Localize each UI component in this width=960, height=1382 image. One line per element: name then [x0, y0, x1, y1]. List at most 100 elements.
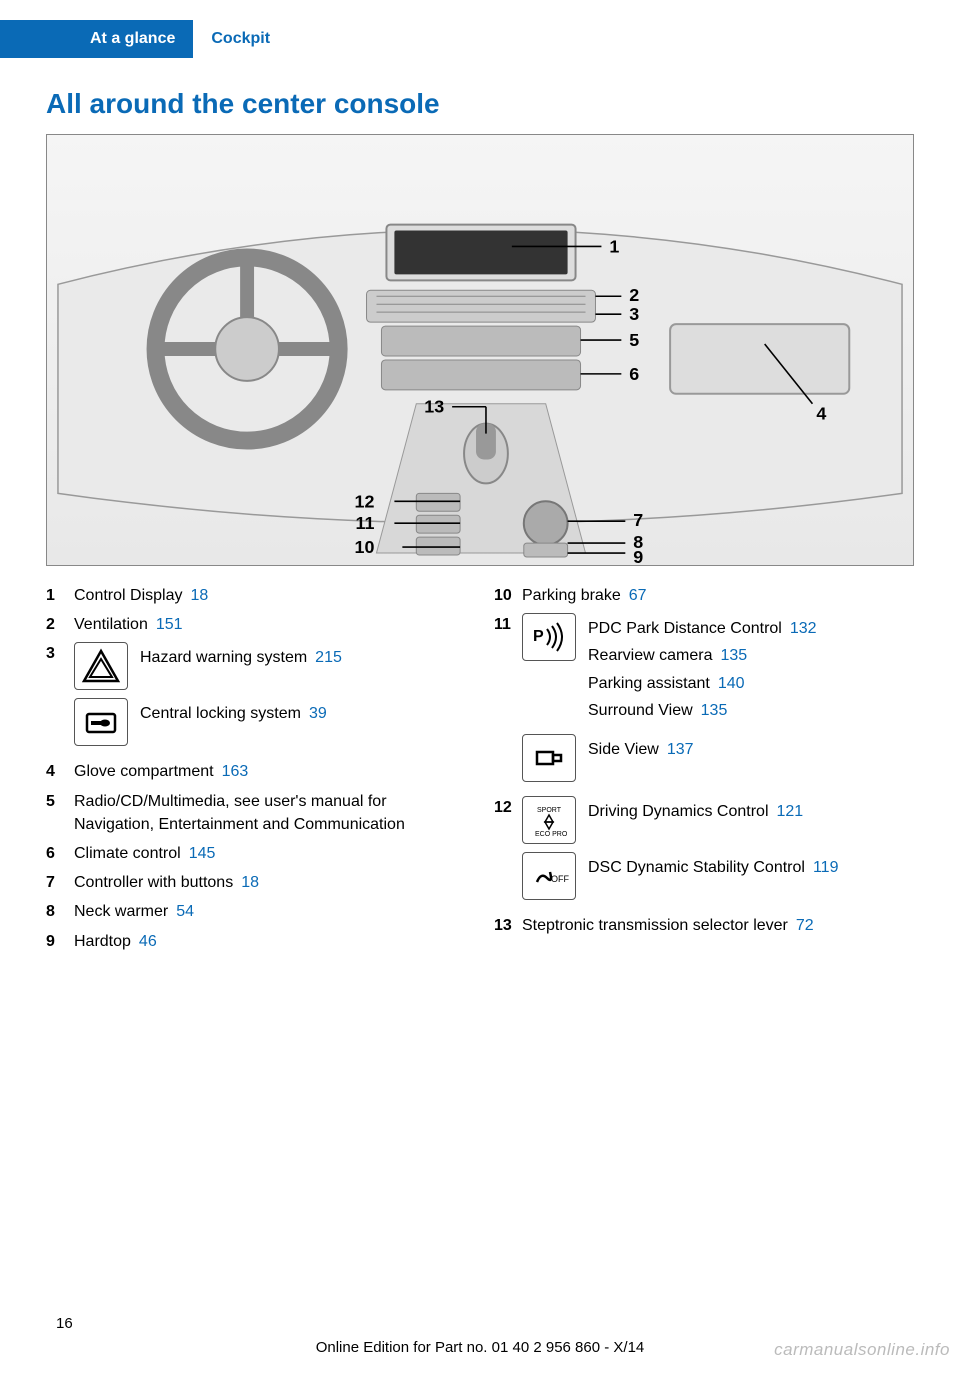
legend-text: Parking assistant	[588, 675, 710, 692]
legend-item: 10Parking brake67	[494, 584, 914, 607]
legend-line: Side View 137	[588, 738, 914, 761]
legend-left-column: 1Control Display182Ventilation1513Hazard…	[46, 584, 466, 959]
callout-2: 2	[629, 285, 639, 305]
page-ref[interactable]: 163	[222, 763, 249, 780]
legend-line: Rearview camera 135	[588, 644, 914, 667]
callout-10: 10	[355, 537, 375, 557]
pdc-icon: P	[522, 613, 576, 661]
page-ref[interactable]: 67	[629, 587, 647, 604]
legend-item-body: Steptronic transmission selector lever 72	[522, 914, 914, 937]
page-ref[interactable]: 72	[796, 917, 814, 934]
svg-text:ECO PRO: ECO PRO	[535, 831, 568, 838]
legend-item-number: 2	[46, 613, 74, 636]
legend-item-number: 3	[46, 642, 74, 754]
legend-item: 7Controller with buttons 18	[46, 871, 466, 894]
legend-right-column: 10Parking brake6711PPDC Park Distance Co…	[494, 584, 914, 959]
callout-7: 7	[633, 510, 643, 530]
page-header: At a glance Cockpit	[0, 20, 960, 58]
lock-icon	[74, 698, 128, 746]
legend-text: Climate control	[74, 845, 181, 862]
legend-sub-row: OFF DSC Dynamic Stability Con­trol 119	[522, 852, 914, 900]
legend-sub-text: Hazard warning system 215	[140, 642, 466, 669]
legend-text: Parking brake	[522, 587, 621, 604]
hazard-icon	[74, 642, 128, 690]
legend-item: 13Steptronic transmission selector lever…	[494, 914, 914, 937]
legend-text: Hardtop	[74, 933, 131, 950]
legend-text: Side View	[588, 741, 659, 758]
legend-text: Ventilation	[74, 616, 148, 633]
legend-item-body: Climate control 145	[74, 842, 466, 865]
legend-text: Rearview camera	[588, 647, 712, 664]
legend-item-number: 8	[46, 900, 74, 923]
legend-item-number: 5	[46, 790, 74, 836]
page-number: 16	[56, 1315, 73, 1332]
page-ref[interactable]: 119	[813, 859, 839, 876]
page-ref[interactable]: 18	[241, 874, 259, 891]
legend-item: 5Radio/CD/Multimedia, see user's manual …	[46, 790, 466, 836]
legend-item-number: 11	[494, 613, 522, 790]
page-ref[interactable]: 215	[315, 649, 342, 666]
page-ref[interactable]: 121	[777, 803, 804, 820]
legend-text: Surround View	[588, 702, 693, 719]
callout-9: 9	[633, 547, 643, 565]
legend-item-body: Hazard warning system 215 Central locking …	[74, 642, 466, 754]
legend-item: 4Glove compartment 163	[46, 760, 466, 783]
legend-text: Driving Dynamics Control	[588, 803, 769, 820]
legend-text: Neck warmer	[74, 903, 168, 920]
callout-4: 4	[816, 404, 826, 424]
page-ref[interactable]: 18	[190, 587, 208, 604]
legend-text: Glove compartment	[74, 763, 214, 780]
watermark: carmanualsonline.info	[774, 1340, 950, 1360]
page-ref[interactable]: 46	[139, 933, 157, 950]
legend-line: DSC Dynamic Stability Con­trol 119	[588, 856, 914, 879]
legend-item: 3 Hazard warning system 215 Central locking…	[46, 642, 466, 754]
legend-sub-row: P PDC Park Distance Control 132 Rearview ca…	[522, 613, 914, 726]
legend-item-body: Neck warmer 54	[74, 900, 466, 923]
page-ref[interactable]: 39	[309, 705, 327, 722]
sideview-icon	[522, 734, 576, 782]
legend-columns: 1Control Display182Ventilation1513Hazard…	[46, 584, 914, 959]
legend-item: 11 P PDC Park Distance Control 132 Rearview …	[494, 613, 914, 790]
svg-text:OFF: OFF	[551, 874, 569, 884]
page-ref[interactable]: 135	[720, 647, 747, 664]
page-ref[interactable]: 145	[189, 845, 216, 862]
header-tab: At a glance	[0, 20, 193, 58]
legend-text: Hazard warning system	[140, 649, 307, 666]
page-ref[interactable]: 132	[790, 620, 817, 637]
legend-line: Surround View 135	[588, 699, 914, 722]
legend-text: Controller with buttons	[74, 874, 233, 891]
svg-text:P: P	[533, 628, 544, 645]
header-section: Cockpit	[193, 20, 288, 58]
callout-1: 1	[609, 236, 619, 256]
legend-item-number: 7	[46, 871, 74, 894]
legend-line: Parking assistant 140	[588, 672, 914, 695]
page-ref[interactable]: 54	[176, 903, 194, 920]
legend-sub-text: Driving Dynamics Control 121	[588, 796, 914, 827]
legend-line: Driving Dynamics Control 121	[588, 800, 914, 823]
callout-3: 3	[629, 304, 639, 324]
legend-item-number: 6	[46, 842, 74, 865]
legend-item: 1Control Display18	[46, 584, 466, 607]
legend-sub-text: DSC Dynamic Stability Con­trol 119	[588, 852, 914, 883]
legend-text: Central locking system	[140, 705, 301, 722]
page-ref[interactable]: 151	[156, 616, 183, 633]
page-ref[interactable]: 135	[701, 702, 728, 719]
legend-item-number: 12	[494, 796, 522, 908]
page-ref[interactable]: 140	[718, 675, 745, 692]
legend-sub-row: Central locking system 39	[74, 698, 466, 746]
sport-icon: SPORT ECO PRO	[522, 796, 576, 844]
page-ref[interactable]: 137	[667, 741, 694, 758]
legend-item-body: Parking brake 67	[522, 584, 914, 607]
legend-text: DSC Dynamic Stability Con­trol	[588, 859, 805, 876]
legend-item: 6Climate control 145	[46, 842, 466, 865]
legend-text: Control Display	[74, 587, 182, 604]
callout-12: 12	[355, 491, 375, 511]
legend-item-number: 4	[46, 760, 74, 783]
legend-text: Steptronic transmission selector lever	[522, 917, 788, 934]
legend-sub-text: Central locking system 39	[140, 698, 466, 725]
legend-text: PDC Park Distance Control	[588, 620, 782, 637]
legend-sub-row: SPORT ECO PRO Driving Dynamics Control 121	[522, 796, 914, 844]
dsc-icon: OFF	[522, 852, 576, 900]
svg-text:SPORT: SPORT	[537, 807, 562, 814]
legend-item-body: P PDC Park Distance Control 132 Rearview ca…	[522, 613, 914, 790]
